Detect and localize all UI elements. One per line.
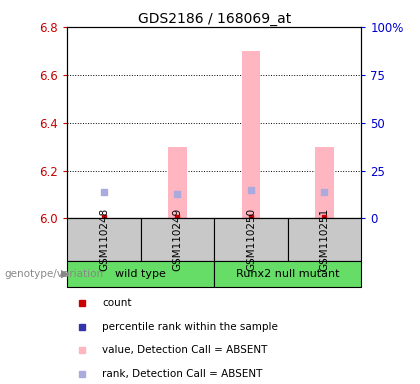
Bar: [67, 218, 141, 261]
Text: value, Detection Call = ABSENT: value, Detection Call = ABSENT: [102, 345, 268, 355]
Text: Runx2 null mutant: Runx2 null mutant: [236, 268, 339, 278]
Text: genotype/variation: genotype/variation: [4, 268, 103, 278]
Text: rank, Detection Call = ABSENT: rank, Detection Call = ABSENT: [102, 369, 263, 379]
Bar: [315, 147, 333, 218]
Text: wild type: wild type: [115, 268, 166, 278]
Bar: [168, 147, 186, 218]
Bar: [214, 218, 288, 261]
Bar: [141, 218, 214, 261]
Bar: [288, 218, 361, 261]
Text: percentile rank within the sample: percentile rank within the sample: [102, 322, 278, 332]
Text: GSM110249: GSM110249: [173, 208, 182, 271]
Text: GSM110251: GSM110251: [320, 208, 329, 271]
Bar: [214, 261, 361, 286]
Bar: [67, 261, 214, 286]
Text: ▶: ▶: [61, 268, 69, 278]
Bar: [242, 51, 260, 218]
Title: GDS2186 / 168069_at: GDS2186 / 168069_at: [138, 12, 291, 26]
Text: GSM110248: GSM110248: [99, 208, 109, 271]
Text: count: count: [102, 298, 132, 308]
Text: GSM110250: GSM110250: [246, 208, 256, 271]
